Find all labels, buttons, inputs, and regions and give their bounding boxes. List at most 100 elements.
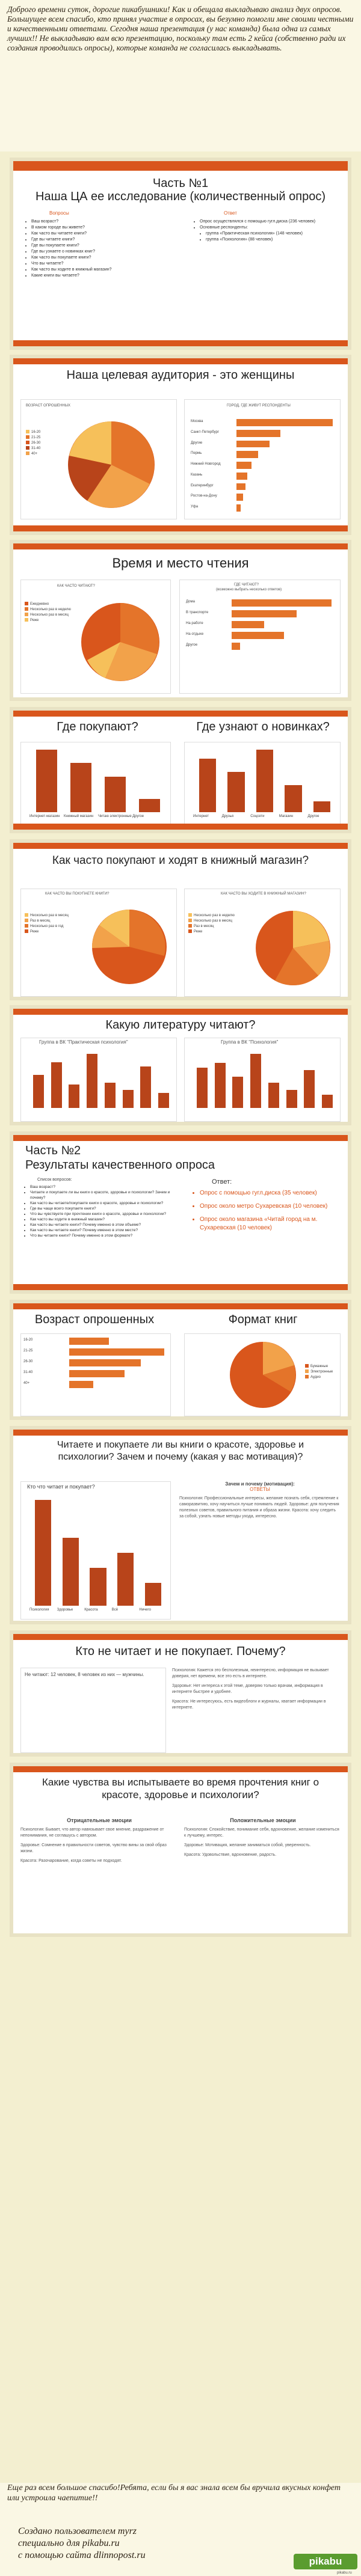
slide9-title: Читаете и покупаете ли вы книги о красот…	[57, 1440, 304, 1462]
slide-target-audience: Наша целевая аудитория - это женщины ВОЗ…	[10, 355, 351, 535]
emotion-item: Психология: Бывает, что автор навязывает…	[20, 1828, 164, 1838]
emotion-item: Красота: Разочарование, когда советы не …	[20, 1859, 122, 1863]
legend-item: 31-40	[26, 446, 40, 451]
read-place-chart: ГДЕ ЧИТАЮТ? (возможно выбрать несколько …	[179, 580, 341, 694]
bar	[250, 1054, 262, 1108]
bar	[268, 1083, 279, 1108]
question-item: Как часто вы ходите в книжный магазин?	[30, 1217, 180, 1222]
bar	[232, 621, 265, 628]
where-buy-title: Где покупают?	[57, 720, 138, 733]
city-chart: ГОРОД, ГДЕ ЖИВУТ РЕСПОНДЕНТЫ Москва Санкт…	[184, 399, 341, 519]
negative-emotions: Отрицательные эмоции Психология: Бывает,…	[20, 1818, 178, 1864]
legend-item: 26-30	[26, 441, 40, 446]
negative-header: Отрицательные эмоции	[67, 1817, 132, 1823]
legend-item: Реже	[25, 618, 71, 623]
bar	[69, 1359, 141, 1366]
literature-chart-2: Группа в ВК "Психология"	[184, 1038, 341, 1122]
legend-item: Электронные	[305, 1369, 333, 1375]
question-item: Что вы читаете?	[31, 261, 176, 267]
bar-label: Книжный магазин	[64, 815, 94, 818]
literature-chart-1: Группа в ВК "Практическая психология"	[20, 1038, 177, 1122]
bar	[36, 750, 57, 812]
non-readers-count: Не читают: 12 человек, 8 человек из них …	[25, 1672, 144, 1677]
bar	[104, 1083, 116, 1108]
bar	[62, 1537, 79, 1606]
bar	[236, 462, 252, 469]
footer-line-3: с помощью сайта dlinnopost.ru	[18, 2550, 146, 2560]
bar	[90, 1568, 106, 1606]
age-chart: ВОЗРАСТ ОПРОШЕННЫХ 16-20 21-25 26-30 31-…	[20, 399, 177, 519]
bar-label: Нижний Новгород	[191, 462, 221, 467]
bar-label: 16-20	[23, 1338, 33, 1342]
questions-list: Ваш возраст? В каком городе вы живете? К…	[25, 219, 176, 279]
legend-item: 16-20	[26, 430, 40, 435]
bar	[236, 494, 243, 501]
legend-item: Несколько раз в месяц	[25, 613, 71, 618]
format-pie-chart: Бумажные Электронные Аудио	[184, 1333, 341, 1416]
bar	[105, 776, 126, 812]
age-pie	[68, 421, 155, 508]
bar	[69, 1381, 93, 1388]
answers-text: Психология: Профессиональные интересы, ж…	[179, 1496, 339, 1519]
bar	[232, 1076, 244, 1108]
bar-label: Здоровье	[57, 1608, 73, 1612]
bar-label: 40+	[23, 1381, 30, 1385]
bar	[232, 632, 284, 639]
slide-literature: Какую литературу читают? Группа в ВК "Пр…	[10, 1005, 351, 1125]
positive-emotions: Положительные эмоции Психология: Спокойс…	[184, 1818, 342, 1858]
slide-non-readers: Кто не читает и не покупает. Почему? Не …	[10, 1630, 351, 1757]
question-item: Где вы чаще всего покупаете книги?	[30, 1206, 180, 1211]
bar-label: Психология	[29, 1608, 49, 1612]
bar	[69, 1085, 80, 1108]
legend-item: Несколько раз в год	[25, 924, 69, 929]
chart-title: Группа в ВК "Практическая психология"	[39, 1039, 128, 1045]
buy-frequency-chart: КАК ЧАСТО ВЫ ПОКУПАЕТЕ КНИГИ? Несколько …	[20, 889, 177, 997]
pikabu-logo[interactable]: pikabu	[294, 2554, 357, 2569]
answer-item: Опрос осуществлялся с помощью гугл.диска…	[200, 219, 338, 225]
bar-label: Магазин	[279, 815, 293, 818]
question-item: Что вы чувствуете при прочтении книги о …	[30, 1211, 180, 1217]
read-frequency-legend: Ежедневно Несколько раз в неделю Несколь…	[25, 602, 71, 623]
motivation-answers: Зачем и почему (мотивация): ОТВЕТЫ Психо…	[179, 1481, 341, 1620]
bar-label: 31-40	[23, 1371, 33, 1374]
reason-item: Красота: Не интересуюсь, есть видеоблоги…	[172, 1699, 326, 1710]
question-item: Как часто вы читаете книги?	[31, 231, 176, 237]
reason-item: Здоровье: Нет интереса к этой теме, дове…	[172, 1684, 323, 1694]
emotion-item: Красота: Удовольствие, вдохновение, радо…	[184, 1853, 277, 1857]
bar-label: Санкт-Петербург	[191, 430, 220, 434]
age-chart-title: ВОЗРАСТ ОПРОШЕННЫХ	[26, 404, 71, 408]
bar	[139, 798, 160, 812]
read-frequency-chart: КАК ЧАСТО ЧИТАЮТ? Ежедневно Несколько ра…	[20, 580, 171, 694]
legend-item: Реже	[188, 929, 235, 935]
where-news-title: Где узнают о новинках?	[196, 720, 330, 733]
format-title: Формат книг	[228, 1313, 298, 1326]
question-item: Какие книги вы читаете?	[31, 273, 176, 279]
bar-label: Пермь	[191, 451, 202, 456]
bar	[236, 451, 259, 459]
read-frequency-pie	[81, 603, 159, 681]
question-item: Где вы покупаете книги?	[31, 243, 176, 249]
answers-header: Ответ:	[212, 1178, 232, 1186]
emotion-item: Психология: Спокойствие, понимание себя,…	[184, 1828, 339, 1838]
legend-item: Раз в месяц	[25, 919, 69, 924]
slide1-title: Часть №1 Наша ЦА ее исследование (количе…	[35, 177, 326, 203]
bar	[236, 429, 280, 437]
bar	[236, 483, 245, 491]
bar-label: В транспорте	[186, 611, 209, 614]
positive-header: Положительные эмоции	[230, 1817, 296, 1823]
legend-item: 40+	[26, 451, 40, 457]
slide2-title: Наша целевая аудитория - это женщины	[66, 369, 295, 382]
format-pie	[230, 1342, 296, 1408]
question-item: Ваш возраст?	[31, 219, 176, 225]
bar-label: Уфа	[191, 505, 199, 509]
bar	[236, 419, 333, 426]
answers-subheader: ОТВЕТЫ	[250, 1487, 270, 1492]
bar-label: На работе	[186, 622, 203, 625]
footer-line-1: Создано пользователем myrz	[18, 2526, 137, 2536]
intro-text-block: Доброго времени суток, дорогие пикабушни…	[0, 0, 361, 151]
answer-item: Основные респонденты:	[200, 225, 338, 231]
legend-item: Бумажные	[305, 1364, 333, 1369]
bar-label: Екатеринбург	[191, 483, 214, 488]
legend-item: Несколько раз в месяц	[188, 919, 235, 924]
store-visit-pie	[256, 911, 330, 985]
